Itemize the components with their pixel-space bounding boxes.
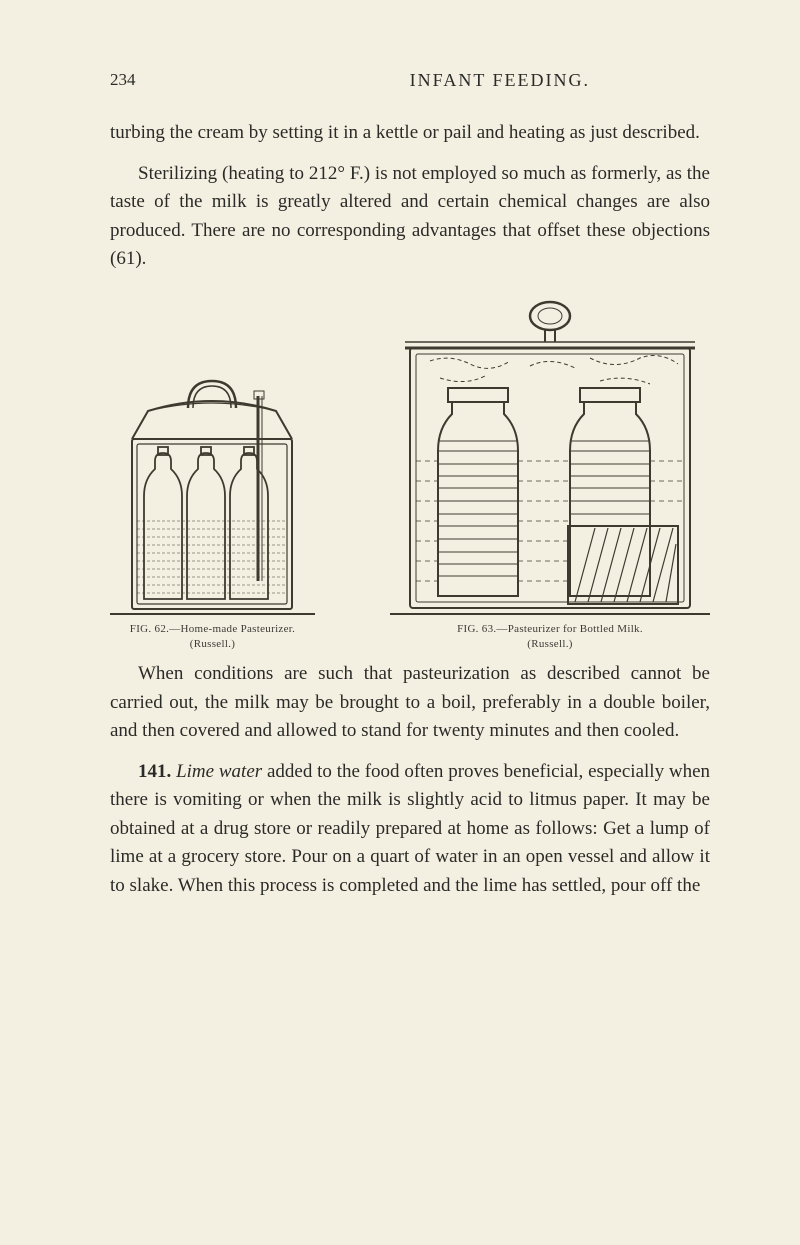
page-title: INFANT FEEDING. [410, 70, 590, 91]
figure-62-caption-line2: (Russell.) [190, 638, 235, 650]
paragraph-3: When conditions are such that pasteuriza… [110, 660, 710, 746]
paragraph-4: 141. Lime water added to the food often … [110, 758, 710, 901]
figure-63-caption-line1: FIG. 63.—Pasteurizer for Bottled Milk. [457, 623, 643, 635]
page-number: 234 [110, 70, 136, 91]
home-pasteurizer-illustration [110, 361, 315, 616]
paragraph-2: Sterilizing (heating to 212° F.) is not … [110, 160, 710, 274]
page-header: 234 INFANT FEEDING. [110, 70, 710, 91]
figure-62-caption-line1: FIG. 62.—Home-made Pasteurizer. [130, 623, 295, 635]
figure-62: FIG. 62.—Home-made Pasteurizer. (Russell… [110, 361, 315, 653]
figure-62-caption: FIG. 62.—Home-made Pasteurizer. (Russell… [110, 622, 315, 653]
bottled-pasteurizer-illustration [390, 286, 710, 616]
figure-63: FIG. 63.—Pasteurizer for Bottled Milk. (… [390, 286, 710, 653]
section-number-141: 141. [138, 761, 171, 782]
figure-63-caption-line2: (Russell.) [527, 638, 572, 650]
lime-water-term: Lime water [176, 761, 262, 782]
figures-container: FIG. 62.—Home-made Pasteurizer. (Russell… [110, 286, 710, 653]
figure-63-caption: FIG. 63.—Pasteurizer for Bottled Milk. (… [390, 622, 710, 653]
paragraph-1: turbing the cream by setting it in a ket… [110, 119, 710, 148]
